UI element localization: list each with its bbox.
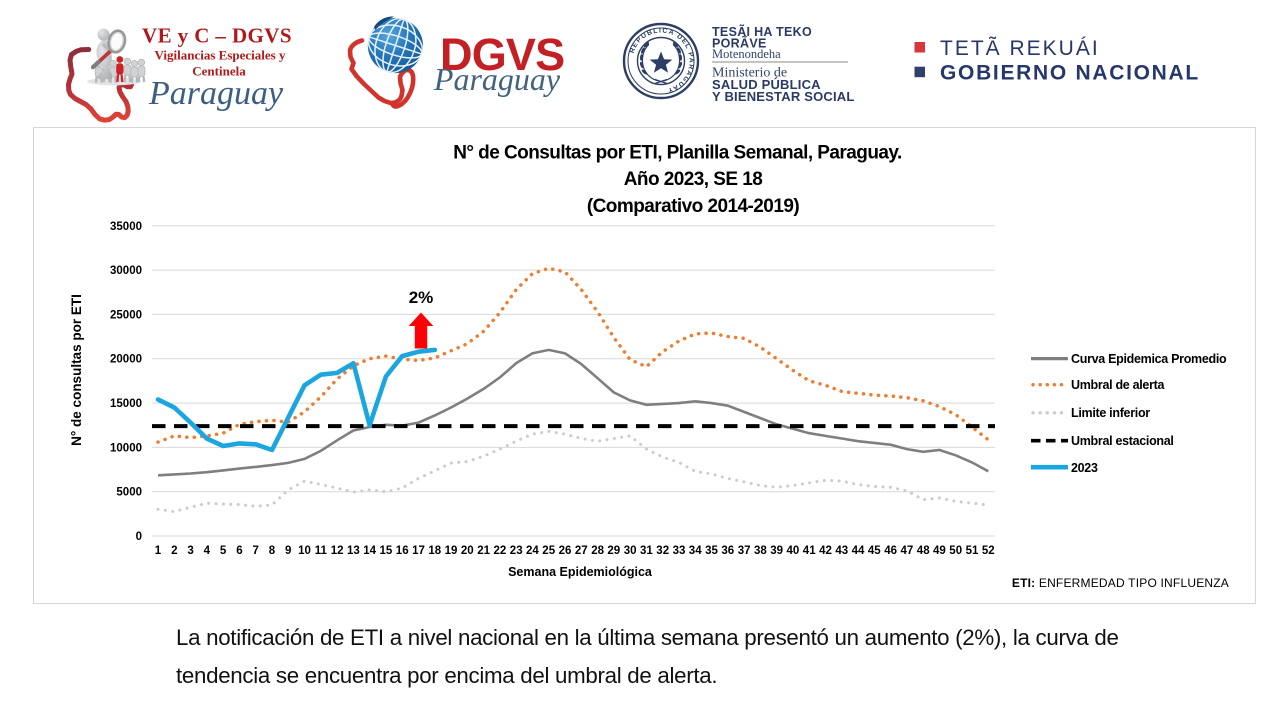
- svg-text:5000: 5000: [116, 487, 142, 499]
- svg-text:TETÃ REKUÁI: TETÃ REKUÁI: [940, 36, 1100, 60]
- svg-text:2%: 2%: [409, 288, 434, 307]
- svg-text:DGVS: DGVS: [440, 29, 564, 80]
- svg-text:52: 52: [982, 545, 995, 557]
- svg-text:18: 18: [428, 545, 441, 557]
- svg-text:ETI: ENFERMEDAD TIPO INFLUENZA: ETI: ENFERMEDAD TIPO INFLUENZA: [1012, 576, 1229, 590]
- svg-text:11: 11: [315, 545, 328, 557]
- svg-text:Año 2023, SE 18: Año 2023, SE 18: [624, 169, 763, 190]
- svg-text:Semana Epidemiológica: Semana Epidemiológica: [508, 565, 653, 579]
- svg-text:VE y C – DGVS: VE y C – DGVS: [142, 24, 292, 48]
- svg-text:6: 6: [236, 545, 242, 557]
- svg-text:43: 43: [835, 545, 848, 557]
- svg-text:Ministerio de: Ministerio de: [712, 66, 787, 81]
- svg-text:38: 38: [754, 545, 767, 557]
- svg-text:0: 0: [136, 531, 142, 543]
- svg-text:46: 46: [884, 545, 897, 557]
- svg-text:15000: 15000: [110, 398, 142, 410]
- svg-text:N° de Consultas por ETI, Plani: N° de Consultas por ETI, Planilla Semana…: [453, 143, 902, 164]
- svg-text:23: 23: [510, 545, 523, 557]
- svg-text:2023: 2023: [1071, 461, 1098, 475]
- svg-text:10: 10: [298, 545, 311, 557]
- svg-text:15: 15: [380, 545, 393, 557]
- svg-text:25: 25: [542, 545, 555, 557]
- svg-text:Umbral estacional: Umbral estacional: [1071, 434, 1174, 448]
- svg-text:PORÃVE: PORÃVE: [712, 36, 767, 51]
- svg-text:Y BIENESTAR SOCIAL: Y BIENESTAR SOCIAL: [712, 89, 855, 104]
- svg-text:35000: 35000: [110, 221, 142, 233]
- svg-text:20: 20: [461, 545, 474, 557]
- svg-text:51: 51: [966, 545, 979, 557]
- svg-text:Vigilancias Especiales y: Vigilancias Especiales y: [155, 48, 286, 63]
- svg-text:14: 14: [363, 545, 376, 557]
- svg-text:4: 4: [204, 545, 211, 557]
- svg-text:(Comparativo 2014-2019): (Comparativo 2014-2019): [587, 196, 800, 217]
- svg-text:22: 22: [494, 545, 507, 557]
- svg-text:34: 34: [689, 545, 702, 557]
- svg-text:41: 41: [803, 545, 816, 557]
- svg-text:30000: 30000: [110, 265, 142, 277]
- svg-text:24: 24: [526, 545, 539, 557]
- svg-text:12: 12: [331, 545, 344, 557]
- svg-text:N° de consultas por ETI: N° de consultas por ETI: [69, 294, 84, 446]
- svg-text:30: 30: [624, 545, 637, 557]
- svg-text:1: 1: [155, 545, 162, 557]
- svg-text:26: 26: [559, 545, 572, 557]
- svg-text:Limite inferior: Limite inferior: [1071, 406, 1150, 420]
- svg-text:37: 37: [738, 545, 751, 557]
- svg-text:40: 40: [787, 545, 800, 557]
- svg-text:GOBIERNO NACIONAL: GOBIERNO NACIONAL: [940, 62, 1200, 85]
- svg-text:19: 19: [445, 545, 458, 557]
- svg-text:21: 21: [477, 545, 490, 557]
- svg-text:Motenondeha: Motenondeha: [712, 47, 781, 61]
- svg-text:33: 33: [673, 545, 686, 557]
- svg-text:5: 5: [220, 545, 227, 557]
- svg-text:Centinela: Centinela: [192, 64, 246, 79]
- svg-text:39: 39: [770, 545, 783, 557]
- svg-text:48: 48: [917, 545, 930, 557]
- svg-text:27: 27: [575, 545, 588, 557]
- svg-text:Curva Epidemica Promedio: Curva Epidemica Promedio: [1071, 352, 1227, 366]
- svg-text:17: 17: [412, 545, 425, 557]
- svg-text:25000: 25000: [110, 309, 142, 321]
- svg-text:28: 28: [591, 545, 604, 557]
- svg-text:3: 3: [187, 545, 193, 557]
- svg-text:13: 13: [347, 545, 360, 557]
- svg-text:Paraguay: Paraguay: [148, 75, 284, 112]
- svg-text:47: 47: [901, 545, 914, 557]
- svg-text:2: 2: [171, 545, 177, 557]
- svg-text:29: 29: [607, 545, 620, 557]
- svg-text:50: 50: [949, 545, 962, 557]
- svg-text:SALUD PÚBLICA: SALUD PÚBLICA: [712, 77, 821, 92]
- svg-text:42: 42: [819, 545, 832, 557]
- svg-text:10000: 10000: [110, 442, 142, 454]
- svg-text:35: 35: [705, 545, 718, 557]
- svg-text:36: 36: [721, 545, 734, 557]
- svg-text:Paraguay: Paraguay: [433, 61, 561, 97]
- svg-text:44: 44: [852, 545, 865, 557]
- svg-text:Umbral de alerta: Umbral de alerta: [1071, 378, 1166, 392]
- svg-text:8: 8: [269, 545, 276, 557]
- svg-text:16: 16: [396, 545, 409, 557]
- svg-text:31: 31: [640, 545, 653, 557]
- svg-text:32: 32: [656, 545, 669, 557]
- svg-text:7: 7: [252, 545, 258, 557]
- svg-text:45: 45: [868, 545, 881, 557]
- svg-text:9: 9: [285, 545, 291, 557]
- svg-text:20000: 20000: [110, 354, 142, 366]
- svg-text:49: 49: [933, 545, 946, 557]
- svg-text:TESÃI HA TEKO: TESÃI HA TEKO: [712, 24, 812, 39]
